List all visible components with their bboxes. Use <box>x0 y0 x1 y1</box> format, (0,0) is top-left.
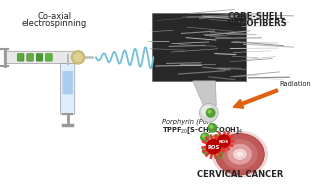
Ellipse shape <box>232 148 247 160</box>
Ellipse shape <box>237 151 243 157</box>
FancyBboxPatch shape <box>27 54 33 61</box>
Bar <box>152 13 246 81</box>
Ellipse shape <box>222 139 258 169</box>
Text: Radiation: Radiation <box>279 81 311 88</box>
Circle shape <box>201 133 209 142</box>
Circle shape <box>203 135 205 137</box>
Text: TPPF$_{20}$[S-CH$_2$-COOH]$_4$: TPPF$_{20}$[S-CH$_2$-COOH]$_4$ <box>162 125 243 136</box>
Text: CORE-SHELL: CORE-SHELL <box>228 12 286 21</box>
FancyBboxPatch shape <box>4 51 76 64</box>
Text: NANOFIBERS: NANOFIBERS <box>226 19 287 28</box>
Circle shape <box>71 51 85 64</box>
Circle shape <box>204 148 207 151</box>
FancyBboxPatch shape <box>63 71 73 94</box>
Circle shape <box>208 124 217 132</box>
FancyArrow shape <box>233 89 278 108</box>
FancyBboxPatch shape <box>18 54 24 61</box>
Circle shape <box>201 105 213 117</box>
Circle shape <box>74 53 82 62</box>
Circle shape <box>216 152 218 154</box>
Polygon shape <box>193 81 216 111</box>
Ellipse shape <box>228 144 252 165</box>
FancyBboxPatch shape <box>61 64 75 114</box>
FancyBboxPatch shape <box>46 54 52 61</box>
Circle shape <box>210 125 213 128</box>
Circle shape <box>208 110 211 113</box>
Text: Co-axial: Co-axial <box>38 12 72 21</box>
Ellipse shape <box>212 131 268 178</box>
Circle shape <box>212 135 221 143</box>
Circle shape <box>206 140 221 154</box>
Text: ROS: ROS <box>219 139 229 143</box>
Text: Porphyrin (Por): Porphyrin (Por) <box>162 119 212 125</box>
FancyBboxPatch shape <box>36 54 43 61</box>
Text: CERVICAL CANCER: CERVICAL CANCER <box>197 170 283 179</box>
Circle shape <box>206 109 215 117</box>
Circle shape <box>214 136 217 139</box>
Circle shape <box>218 135 230 147</box>
Polygon shape <box>75 54 78 61</box>
Ellipse shape <box>215 133 264 175</box>
Text: ROS: ROS <box>207 145 220 150</box>
Circle shape <box>203 146 211 155</box>
Circle shape <box>199 103 218 122</box>
Text: electrospinning: electrospinning <box>22 19 87 28</box>
Circle shape <box>214 150 223 158</box>
